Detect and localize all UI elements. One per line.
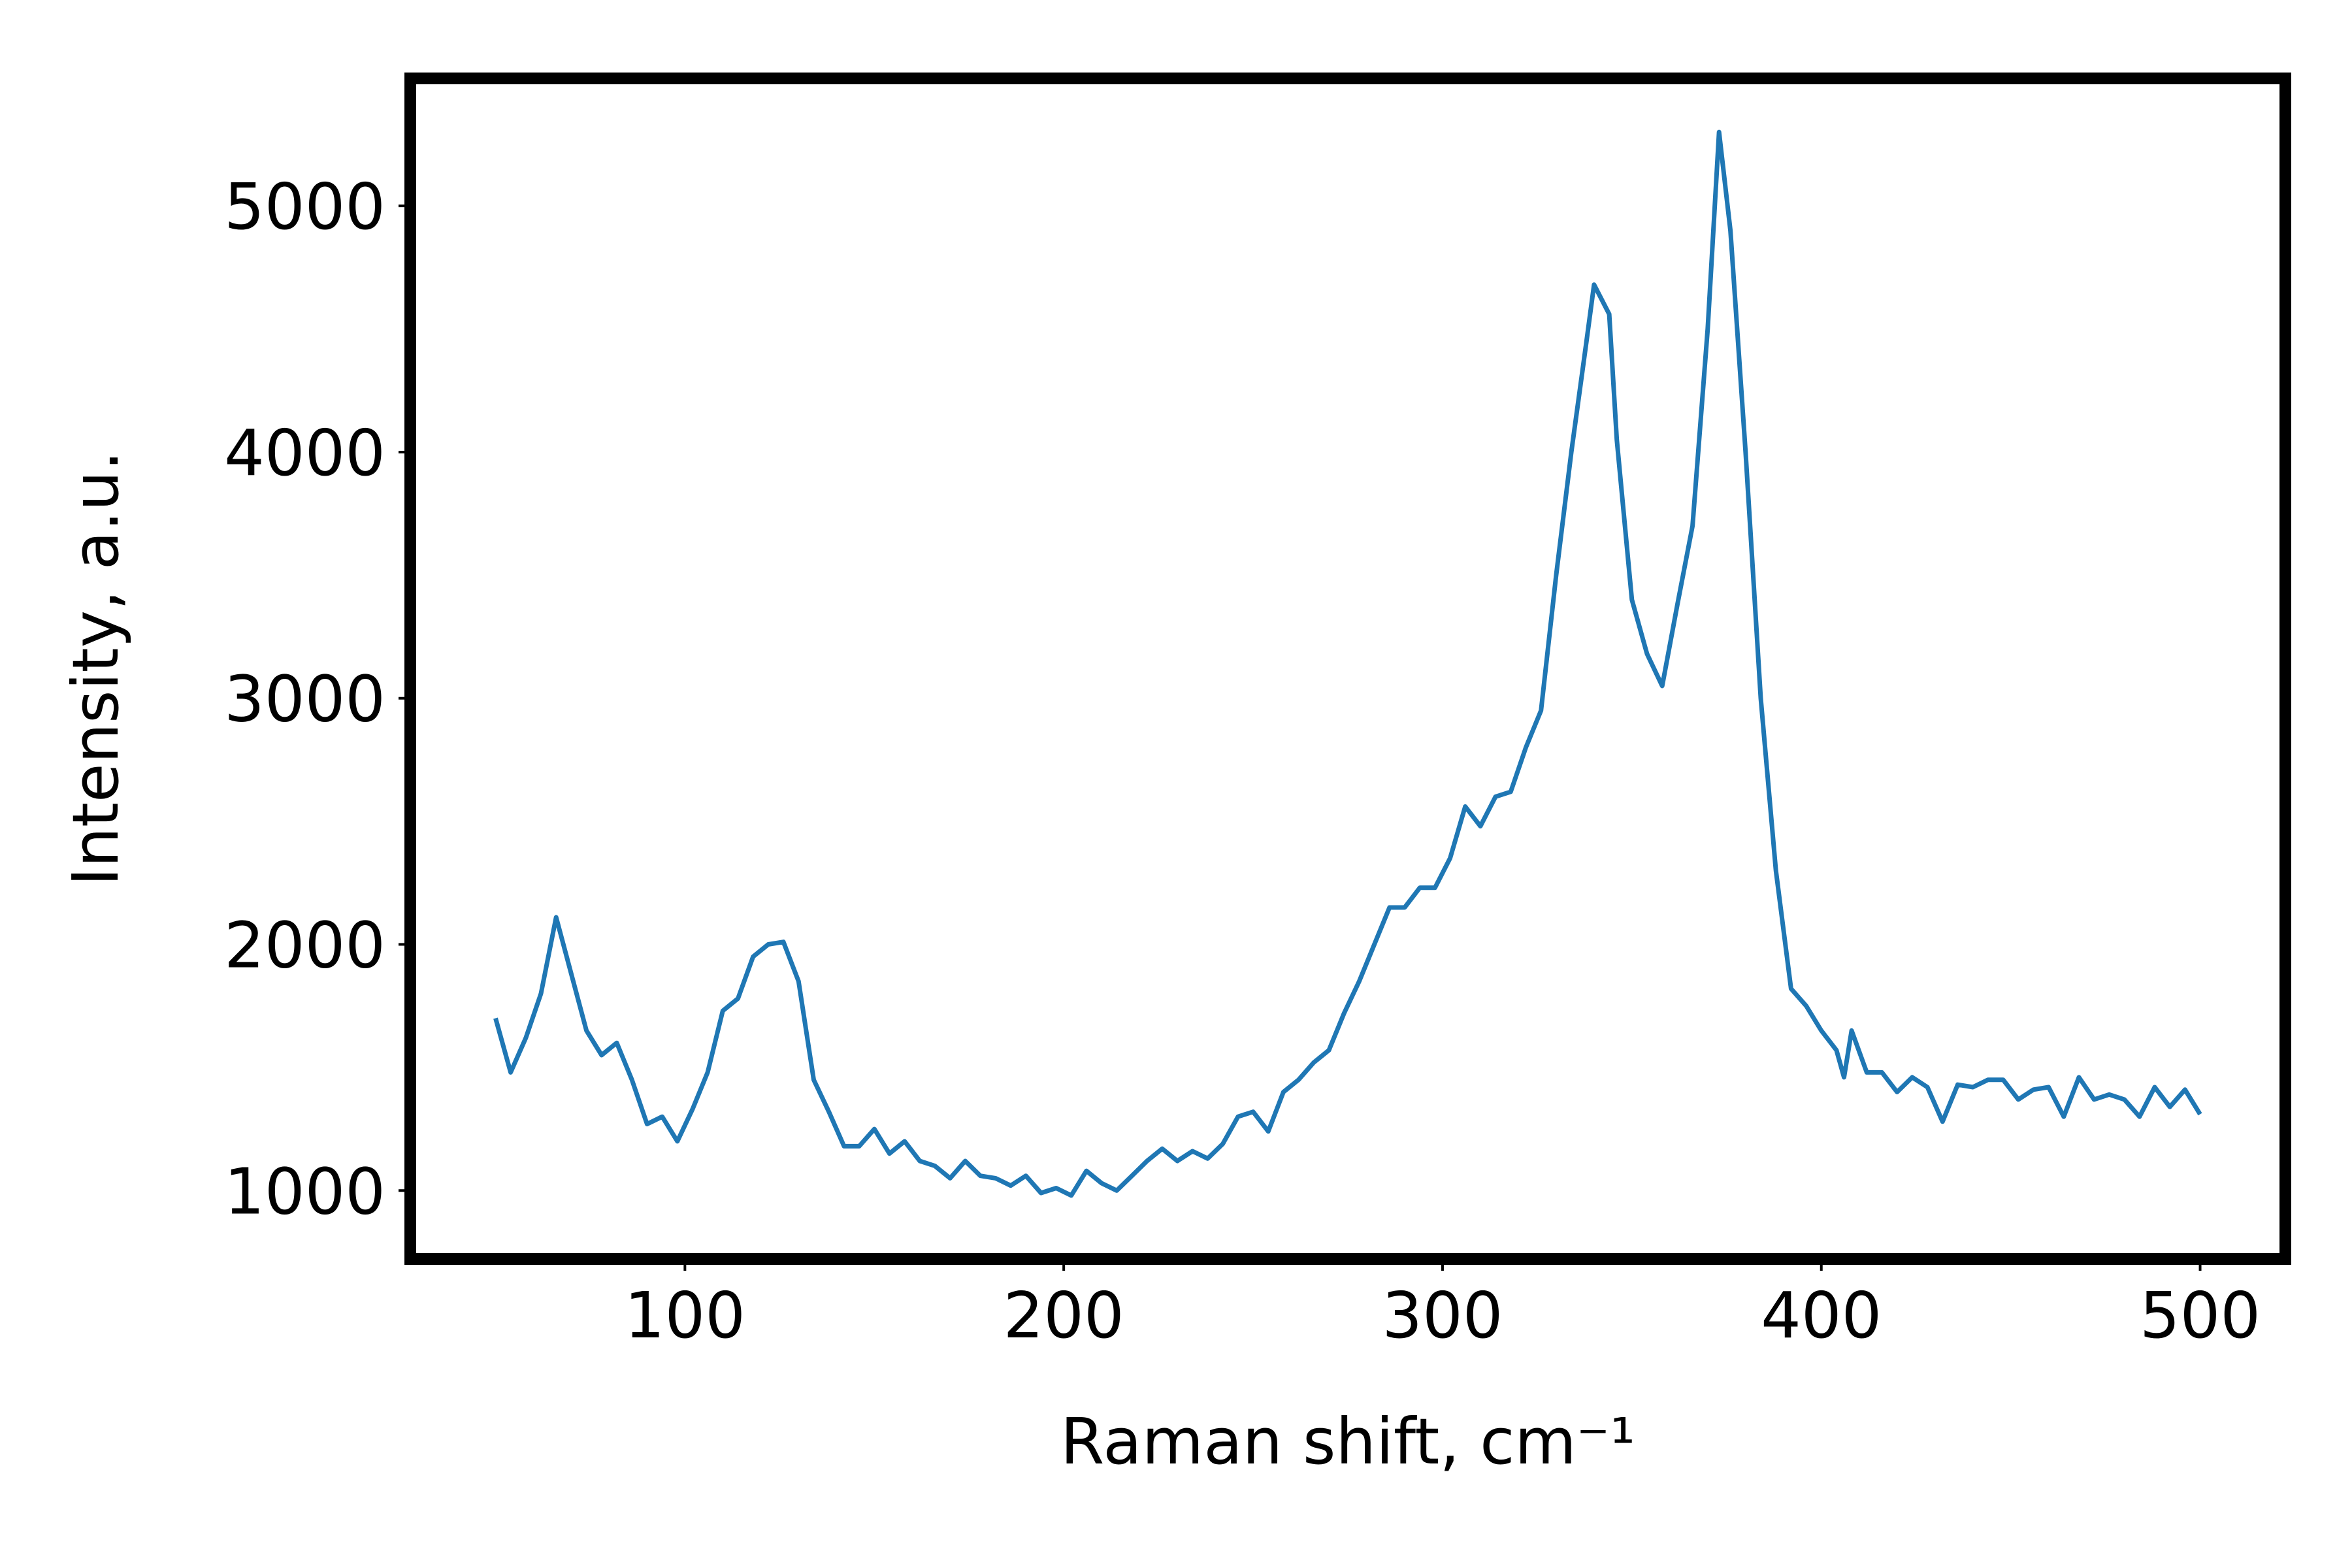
y-tick-label: 5000 (224, 170, 385, 244)
y-tick-label: 1000 (224, 1154, 385, 1228)
y-tick-label: 3000 (224, 662, 385, 736)
axes-frame (404, 73, 2291, 1265)
x-tick-label: 400 (1761, 1279, 1882, 1352)
data-line (493, 129, 2202, 1198)
x-tick-label: 500 (2140, 1279, 2261, 1352)
y-tick-label: 4000 (224, 416, 385, 490)
x-tick-label: 100 (625, 1279, 745, 1352)
x-axis-label: Raman shift, cm⁻¹ (1060, 1405, 1635, 1478)
x-tick-label: 200 (1004, 1279, 1124, 1352)
y-tick-label: 2000 (224, 908, 385, 982)
x-tick-label: 300 (1382, 1279, 1503, 1352)
y-axis-label: Intensity, a.u. (59, 451, 133, 886)
